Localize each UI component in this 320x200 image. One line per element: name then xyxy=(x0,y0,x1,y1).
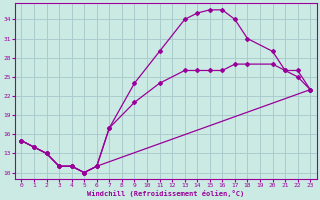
X-axis label: Windchill (Refroidissement éolien,°C): Windchill (Refroidissement éolien,°C) xyxy=(87,190,244,197)
